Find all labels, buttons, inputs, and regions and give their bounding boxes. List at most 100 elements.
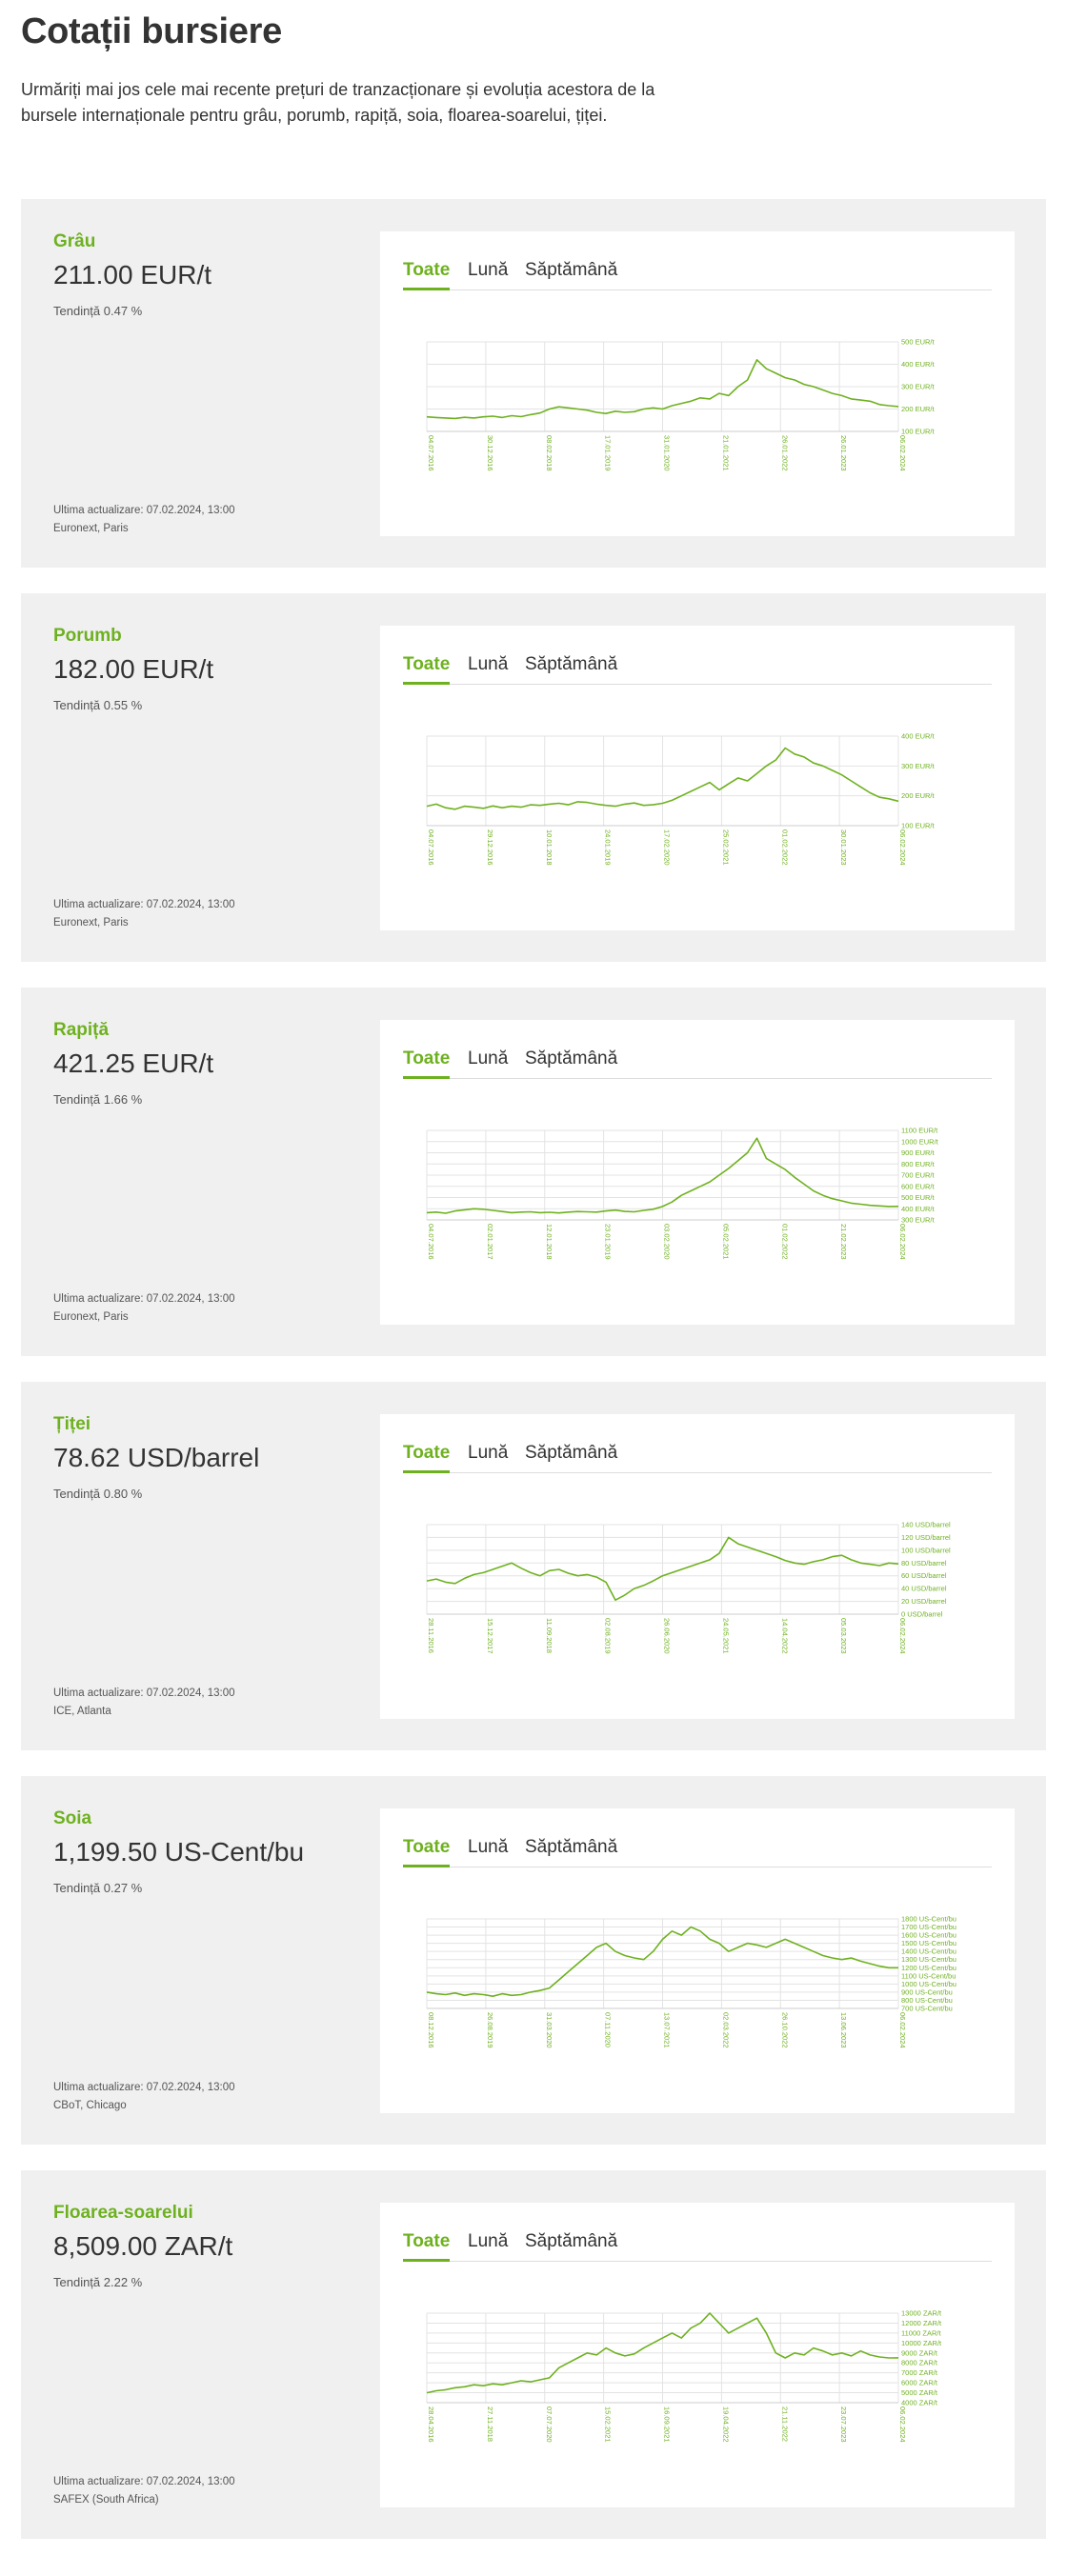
y-tick-label: 1500 US-Cent/bu [901, 1939, 956, 1947]
commodity-price: 211.00 EUR/t [53, 260, 212, 290]
chart-panel: Toate Lună Săptămână 1800 US-Cent/bu 1700… [380, 1808, 1015, 2113]
y-tick-label: 120 USD/barrel [901, 1533, 951, 1542]
y-tick-label: 900 EUR/t [901, 1148, 936, 1157]
x-tick-label: 26.10.2022 [780, 2012, 789, 2048]
commodity-name: Rapiță [53, 1020, 110, 1040]
tab-week[interactable]: Săptămână [525, 1048, 618, 1068]
x-tick-label: 17.02.2020 [663, 829, 672, 866]
x-tick-label: 17.01.2019 [604, 435, 613, 471]
trend-value: Tendință 1.66 % [53, 1092, 143, 1107]
tab-week[interactable]: Săptămână [525, 260, 618, 280]
price-line [426, 747, 899, 810]
exchange-name: CBoT, Chicago [53, 2100, 127, 2111]
x-tick-label: 23.01.2019 [604, 1224, 613, 1260]
x-tick-label: 28.04.2016 [427, 2406, 435, 2443]
x-tick-label: 26.01.2022 [780, 435, 789, 471]
y-tick-label: 400 EUR/t [901, 732, 936, 741]
tab-all[interactable]: Toate [403, 1837, 451, 1867]
last-updated: Ultima actualizare: 07.02.2024, 13:00 [53, 1293, 235, 1305]
y-tick-label: 300 EUR/t [901, 383, 936, 391]
y-tick-label: 11000 ZAR/t [901, 2328, 941, 2337]
y-tick-label: 100 USD/barrel [901, 1546, 951, 1554]
x-tick-label: 14.04.2022 [780, 1618, 789, 1654]
commodity-price: 1,199.50 US-Cent/bu [53, 1837, 305, 1867]
x-tick-label: 04.07.2016 [427, 829, 435, 866]
tab-all[interactable]: Toate [403, 1048, 451, 1079]
x-tick-label: 04.07.2016 [427, 435, 435, 471]
price-chart: 1100 EUR/t 1000 EUR/t 900 EUR/t 800 EUR/t 70… [426, 1127, 939, 1260]
price-line [426, 1536, 899, 1601]
tab-week[interactable]: Săptămână [525, 2231, 618, 2251]
y-tick-label: 700 EUR/t [901, 1171, 936, 1180]
last-updated: Ultima actualizare: 07.02.2024, 13:00 [53, 2082, 235, 2093]
tab-all[interactable]: Toate [403, 260, 451, 290]
y-tick-label: 7000 ZAR/t [901, 2368, 938, 2377]
x-tick-label: 30.01.2023 [839, 829, 848, 866]
y-tick-label: 200 EUR/t [901, 405, 936, 413]
tab-all[interactable]: Toate [403, 2231, 451, 2262]
tab-month[interactable]: Lună [468, 1837, 509, 1857]
tab-month[interactable]: Lună [468, 654, 509, 674]
tab-all[interactable]: Toate [403, 654, 451, 685]
y-tick-label: 1400 US-Cent/bu [901, 1947, 956, 1956]
tab-month[interactable]: Lună [468, 260, 509, 280]
x-tick-label: 21.02.2023 [839, 1224, 848, 1260]
tab-week[interactable]: Săptămână [525, 1837, 618, 1857]
x-tick-label: 12.01.2018 [545, 1224, 554, 1260]
price-line [426, 2312, 899, 2394]
y-tick-label: 1000 EUR/t [901, 1137, 939, 1146]
period-tabs: Toate Lună Săptămână [403, 2231, 992, 2262]
x-tick-label: 26.06.2020 [663, 1618, 672, 1654]
trend-value: Tendință 2.22 % [53, 2275, 143, 2289]
commodity-name: Soia [53, 1808, 92, 1828]
tab-all[interactable]: Toate [403, 1443, 451, 1473]
x-tick-label: 27.11.2018 [486, 2406, 494, 2442]
quotes-list: Grâu 211.00 EUR/t Tendință 0.47 % Ultima… [21, 199, 1046, 2539]
trend-value: Tendință 0.55 % [53, 698, 143, 712]
price-line [426, 1926, 898, 1997]
y-tick-label: 6000 ZAR/t [901, 2379, 938, 2387]
intro-text: Urmăriți mai jos cele mai recente prețur… [21, 80, 655, 125]
y-tick-label: 300 EUR/t [901, 1216, 936, 1225]
y-tick-label: 100 EUR/t [901, 428, 936, 436]
tab-week[interactable]: Săptămână [525, 654, 618, 674]
x-tick-label: 23.07.2023 [839, 2406, 848, 2443]
commodity-price: 8,509.00 ZAR/t [53, 2231, 233, 2261]
tab-week[interactable]: Săptămână [525, 1443, 618, 1463]
y-tick-label: 1000 US-Cent/bu [901, 1980, 956, 1988]
exchange-name: Euronext, Paris [53, 917, 129, 929]
y-tick-label: 500 EUR/t [901, 1193, 936, 1202]
x-tick-label: 21.11.2022 [780, 2406, 789, 2442]
commodity-name: Floarea-soarelui [53, 2203, 193, 2223]
x-tick-label: 10.01.2018 [545, 829, 554, 866]
x-tick-label: 24.01.2019 [604, 829, 613, 866]
x-tick-label: 02.08.2019 [604, 1618, 613, 1654]
commodity-name: Grâu [53, 231, 96, 251]
x-tick-label: 31.01.2020 [663, 435, 672, 471]
tab-month[interactable]: Lună [468, 1048, 509, 1068]
price-line [426, 1137, 899, 1214]
y-tick-label: 13000 ZAR/t [901, 2309, 942, 2318]
y-tick-label: 80 USD/barrel [901, 1559, 947, 1568]
last-updated: Ultima actualizare: 07.02.2024, 13:00 [53, 2476, 235, 2487]
quote-card: Rapiță 421.25 EUR/t Tendință 1.66 % Ulti… [21, 988, 1046, 1356]
quote-card: Floarea-soarelui 8,509.00 ZAR/t Tendință… [21, 2170, 1046, 2539]
y-tick-label: 800 EUR/t [901, 1160, 936, 1168]
x-tick-label: 25.02.2021 [721, 829, 730, 866]
x-tick-label: 01.02.2022 [780, 829, 789, 866]
x-tick-label: 02.01.2017 [486, 1224, 494, 1260]
y-tick-label: 12000 ZAR/t [901, 2319, 942, 2327]
x-tick-label: 11.09.2018 [545, 1618, 554, 1653]
chart-panel: Toate Lună Săptămână 500 EUR/t 400 EUR/t 3… [380, 231, 1015, 536]
last-updated: Ultima actualizare: 07.02.2024, 13:00 [53, 1687, 235, 1699]
commodity-price: 421.25 EUR/t [53, 1048, 214, 1078]
chart-panel: Toate Lună Săptămână 13000 ZAR/t 12000 ZA… [380, 2203, 1015, 2507]
x-tick-label: 03.02.2020 [663, 1224, 672, 1260]
tab-month[interactable]: Lună [468, 2231, 509, 2251]
y-tick-label: 5000 ZAR/t [901, 2388, 938, 2397]
quote-card: Grâu 211.00 EUR/t Tendință 0.47 % Ultima… [21, 199, 1046, 568]
tab-month[interactable]: Lună [468, 1443, 509, 1463]
exchange-name: ICE, Atlanta [53, 1706, 111, 1717]
x-tick-label: 31.03.2020 [545, 2012, 554, 2048]
